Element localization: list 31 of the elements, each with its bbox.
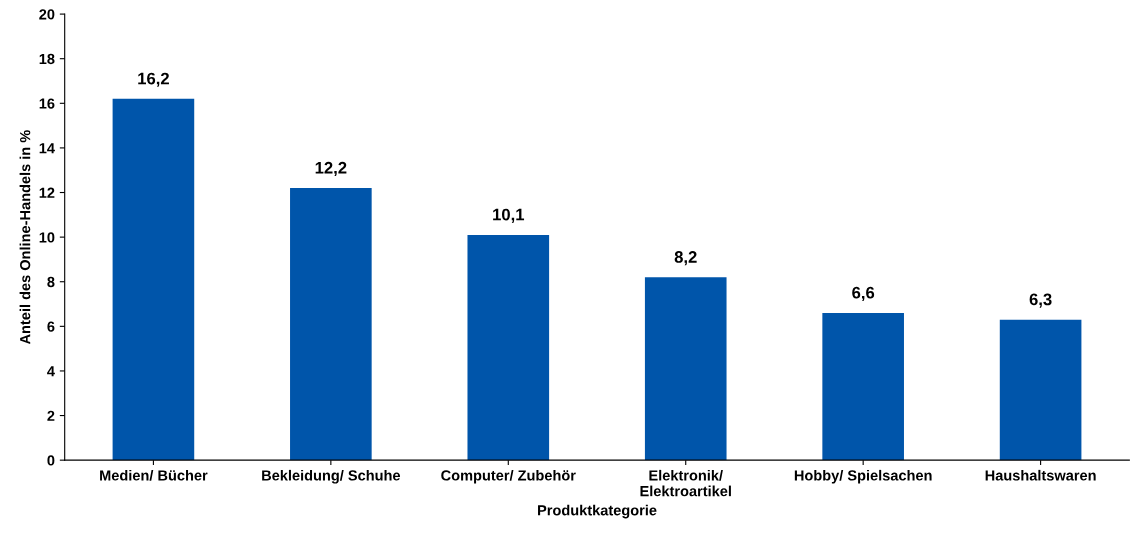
data-label: 10,1 (493, 208, 525, 223)
bar (999, 319, 1082, 461)
data-label: 8,2 (674, 251, 697, 266)
y-tick-label: 16 (39, 98, 55, 109)
y-tick-label: 18 (39, 53, 55, 65)
data-label: 6,3 (1029, 293, 1052, 308)
y-tick-label: 14 (39, 143, 55, 154)
y-tick-label: 20 (39, 9, 55, 20)
x-tick-label: Bekleidung/ Schuhe (262, 469, 401, 484)
y-tick-label: 6 (47, 321, 55, 332)
bar (467, 234, 550, 461)
y-tick-label: 4 (47, 366, 55, 377)
x-tick-label: Hobby/ Spielsachen (794, 469, 932, 484)
x-tick-label: Elektronik/ Elektroartikel (640, 469, 731, 497)
data-label: 6,6 (852, 286, 875, 301)
y-tick-label: 10 (39, 232, 55, 243)
data-label: 16,2 (138, 72, 169, 87)
bar (112, 98, 195, 461)
data-label: 12,2 (315, 161, 347, 177)
x-tick-label: Haushaltswaren (985, 469, 1096, 481)
x-tick-label: Computer/ Zubehör (441, 469, 576, 484)
x-tick-label: Medien/ Bücher (100, 469, 208, 481)
bar (644, 277, 727, 461)
bar (822, 312, 904, 461)
bar (290, 188, 372, 461)
x-axis-title: Produktkategorie (538, 504, 657, 519)
y-tick-label: 2 (47, 410, 55, 421)
y-tick-label: 0 (47, 455, 55, 466)
y-tick-label: 12 (39, 187, 55, 198)
y-axis-title: Anteil des Online-Handels in % (19, 130, 31, 345)
y-tick-label: 8 (47, 276, 55, 288)
